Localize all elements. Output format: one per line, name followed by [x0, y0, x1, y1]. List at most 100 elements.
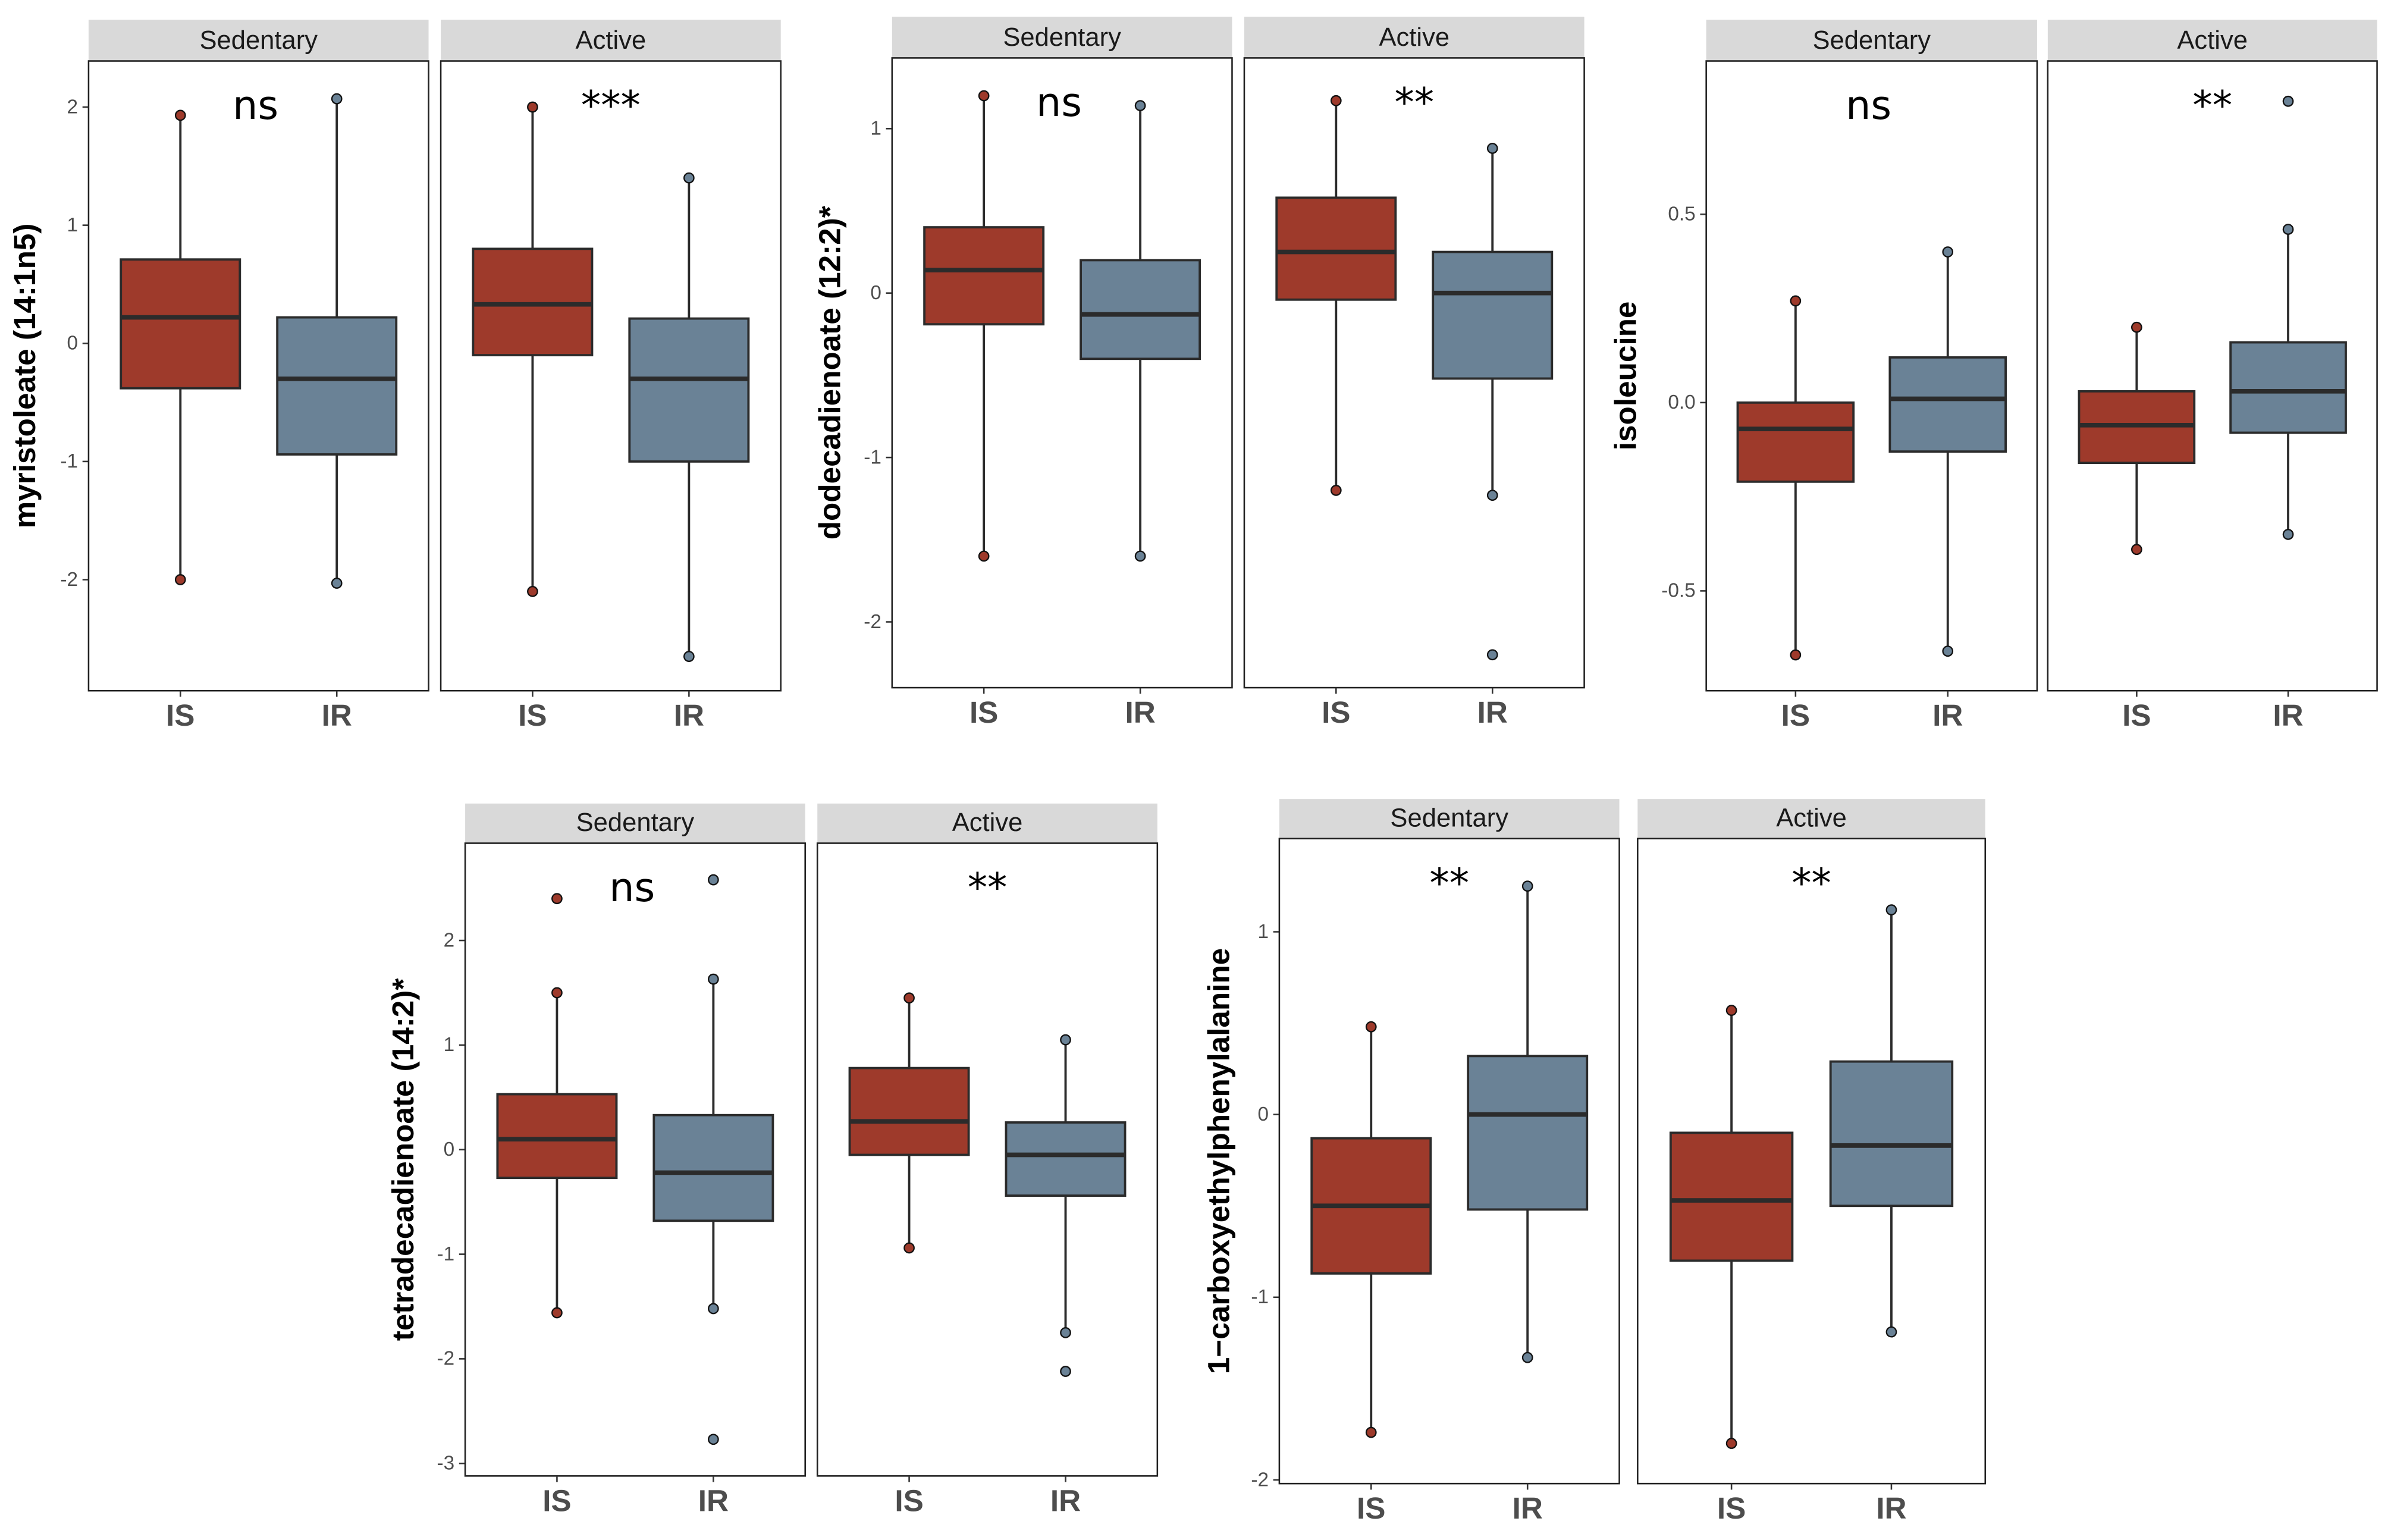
y-tick-label: 0: [1257, 1103, 1269, 1125]
data-point: [683, 651, 695, 662]
facet-strip-label: Sedentary: [199, 26, 318, 55]
facet-strip: [1244, 17, 1585, 58]
facet-active: Active ** IS IR: [2047, 20, 2378, 732]
box-ir: IR: [2229, 95, 2347, 732]
significance-annotation: **: [1394, 79, 1434, 126]
facet-strip-label: Active: [2177, 26, 2248, 55]
data-point: [1790, 649, 1802, 661]
y-tick-label: -1: [1251, 1286, 1269, 1308]
box: [1005, 1121, 1127, 1197]
data-point: [978, 550, 990, 562]
data-point: [1330, 485, 1342, 496]
y-tick-label: 0: [870, 282, 881, 304]
facet-active: Active ** IS IR: [816, 803, 1159, 1517]
significance-annotation: **: [968, 864, 1008, 911]
box: [276, 316, 398, 456]
y-tick-label: 0.5: [1668, 203, 1695, 225]
x-tick-label: IR: [674, 698, 704, 732]
box: [496, 1093, 618, 1180]
y-tick-label: -2: [1251, 1469, 1269, 1491]
box: [1669, 1131, 1794, 1262]
data-point: [331, 93, 343, 105]
data-point: [1725, 1005, 1737, 1016]
data-point: [708, 1303, 719, 1315]
data-point: [1885, 904, 1897, 916]
data-point: [1060, 1034, 1071, 1046]
data-point: [174, 109, 186, 121]
data-point: [551, 893, 563, 905]
x-tick-label: IS: [1357, 1491, 1385, 1525]
data-point: [1486, 143, 1498, 154]
data-point: [1486, 490, 1498, 501]
x-tick-label: IR: [1477, 695, 1508, 729]
x-tick-label: IR: [1050, 1483, 1081, 1517]
significance-annotation: ns: [1846, 82, 1891, 128]
facet-active: Active ** IS IR: [1243, 17, 1585, 729]
box: [472, 247, 594, 357]
data-point: [1330, 95, 1342, 106]
x-tick-label: IS: [2122, 698, 2151, 732]
data-point: [1521, 880, 1533, 892]
data-point: [2282, 95, 2294, 107]
y-tick-label: 1: [870, 118, 881, 140]
data-point: [1365, 1426, 1377, 1438]
data-point: [1134, 100, 1146, 111]
data-point: [683, 172, 695, 184]
significance-annotation: ***: [581, 82, 641, 128]
y-tick-label: 1: [444, 1034, 455, 1056]
facet-strip-label: Sedentary: [576, 808, 695, 837]
data-point: [331, 578, 343, 589]
facet-sedentary: Sedentary ns IS IR: [464, 803, 806, 1517]
box-ir: IR: [1467, 880, 1589, 1525]
facet-strip-label: Active: [576, 26, 647, 55]
facet-sedentary: Sedentary ns IS IR: [87, 20, 429, 732]
box: [628, 317, 750, 463]
box-ir: IR: [1005, 1034, 1127, 1517]
x-tick-label: IR: [1876, 1491, 1906, 1525]
data-point: [903, 1242, 915, 1254]
x-tick-label: IS: [969, 695, 998, 729]
y-tick-label: 0: [444, 1138, 455, 1161]
data-point: [1725, 1438, 1737, 1449]
data-point: [1134, 550, 1146, 562]
facet-strip-label: Sedentary: [1003, 23, 1121, 52]
data-point: [551, 1307, 563, 1319]
data-point: [708, 874, 719, 886]
facet-strip: [441, 20, 781, 61]
data-point: [551, 987, 563, 999]
data-point: [174, 574, 186, 585]
x-tick-label: IR: [1513, 1491, 1543, 1525]
y-tick-label: 0.0: [1668, 391, 1695, 413]
significance-annotation: ns: [1036, 79, 1082, 126]
y-tick-label: 1: [67, 214, 78, 236]
facet-strip-label: Sedentary: [1390, 804, 1508, 832]
data-point: [1365, 1021, 1377, 1033]
x-tick-label: IS: [166, 698, 194, 732]
box: [1275, 196, 1397, 301]
significance-annotation: **: [1791, 860, 1831, 906]
data-point: [978, 90, 990, 102]
significance-annotation: **: [1429, 860, 1469, 906]
facet-strip: [1706, 20, 2037, 61]
chart-5: 1 0 -1 -2 1−carboxyethylphenylalanine Sedenta…: [1201, 799, 1987, 1525]
box: [848, 1067, 970, 1156]
box: [120, 258, 241, 390]
box: [1432, 250, 1554, 380]
data-point: [2282, 529, 2294, 540]
data-point: [2131, 321, 2142, 333]
data-point: [708, 973, 719, 985]
chart-4: 2 1 0 -1 -2 -3 tetradecadienoate (14:2)* Sedent…: [386, 803, 1159, 1517]
x-tick-label: IS: [1322, 695, 1350, 729]
facet-sedentary: Sedentary ** IS IR: [1278, 799, 1620, 1525]
x-tick-label: IR: [2273, 698, 2303, 732]
y-tick-label: -1: [437, 1243, 455, 1265]
x-tick-label: IR: [1125, 695, 1155, 729]
y-tick-label: -2: [437, 1348, 455, 1370]
box-is: IS: [1736, 295, 1855, 732]
data-point: [2282, 224, 2294, 235]
y-tick-label: -2: [60, 569, 78, 591]
data-point: [903, 992, 915, 1004]
box-ir: IR: [1888, 246, 2007, 732]
box: [1829, 1060, 1954, 1207]
x-tick-label: IS: [518, 698, 547, 732]
